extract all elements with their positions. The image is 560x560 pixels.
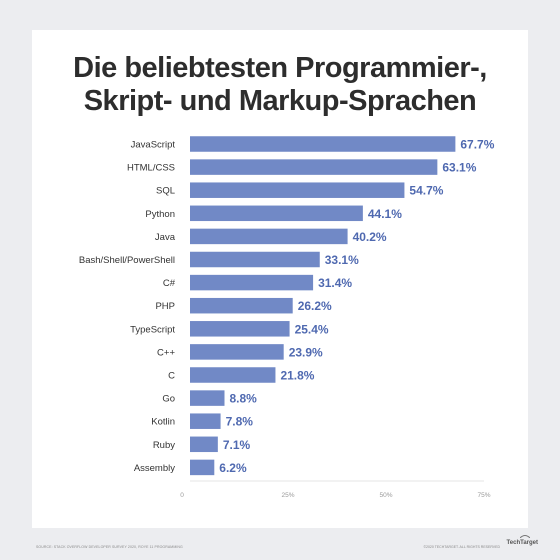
category-label: Assembly — [134, 463, 175, 474]
value-label: 8.8% — [229, 392, 257, 406]
bar — [190, 321, 290, 337]
title-line-2: Skript- und Markup-Sprachen — [83, 85, 477, 117]
bar — [190, 390, 225, 406]
value-label: 25.4% — [295, 322, 329, 336]
bar — [190, 251, 320, 268]
value-label: 21.8% — [280, 369, 314, 383]
bar — [190, 228, 348, 245]
value-label: 63.1% — [442, 161, 476, 175]
bar — [190, 413, 221, 429]
category-label: PHP — [155, 301, 175, 312]
x-tick-label: 0 — [180, 492, 184, 499]
category-label: C — [168, 371, 175, 382]
brand-logo-mark — [520, 535, 530, 538]
category-label: Java — [155, 232, 176, 243]
chart-title: Die beliebtesten Programmier-, Skript- u… — [0, 52, 560, 118]
value-label: 7.1% — [223, 438, 251, 452]
x-tick-label: 75% — [477, 492, 490, 499]
category-label: C++ — [157, 347, 175, 358]
copyright-note: ©2020 TECHTARGET. ALL RIGHTS RESERVED — [423, 545, 500, 549]
x-tick-label: 25% — [281, 492, 294, 499]
category-label: Python — [145, 209, 175, 220]
value-label: 26.2% — [298, 299, 332, 313]
bar — [190, 159, 438, 175]
value-label: 23.9% — [289, 345, 323, 359]
source-note: SOURCE: STACK OVERFLOW DEVELOPER SURVEY … — [36, 545, 183, 549]
title-line-1: Die beliebtesten Programmier-, — [73, 52, 487, 84]
bar — [190, 182, 405, 198]
category-label: Go — [162, 394, 175, 405]
value-label: 54.7% — [409, 184, 443, 198]
category-label: Kotlin — [151, 417, 175, 428]
category-label: Bash/Shell/PowerShell — [79, 255, 175, 266]
value-label: 6.2% — [219, 461, 247, 475]
value-label: 67.7% — [460, 138, 494, 152]
bar — [190, 136, 456, 152]
category-label: C# — [163, 278, 176, 289]
bar — [190, 274, 314, 291]
category-label: Ruby — [153, 440, 175, 451]
bar — [190, 344, 284, 360]
x-tick-label: 50% — [379, 492, 392, 499]
bar — [190, 436, 218, 453]
value-label: 44.1% — [368, 207, 402, 221]
value-label: 31.4% — [318, 276, 352, 290]
category-label: SQL — [156, 186, 175, 197]
category-label: HTML/CSS — [127, 163, 175, 174]
brand-logo: TechTarget — [506, 540, 538, 546]
value-label: 33.1% — [325, 253, 359, 267]
bar — [190, 297, 293, 314]
bar — [190, 367, 276, 383]
value-label: 7.8% — [226, 415, 254, 429]
category-label: JavaScript — [131, 140, 176, 151]
category-label: TypeScript — [130, 324, 175, 335]
bar — [190, 205, 363, 222]
bar — [190, 459, 215, 476]
value-label: 40.2% — [353, 230, 387, 244]
